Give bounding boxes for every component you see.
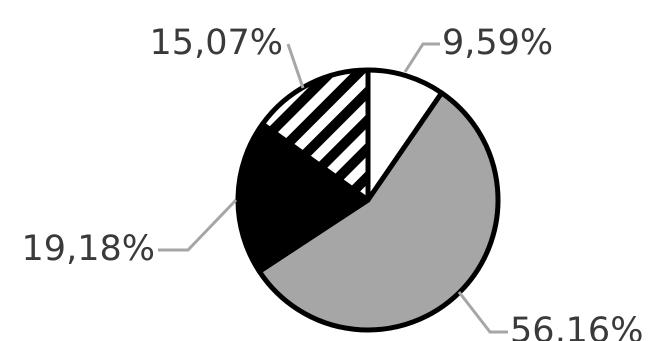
leader-line — [158, 198, 238, 252]
slice-label: 56,16% — [510, 311, 643, 341]
pie-slice — [259, 67, 371, 203]
leader-line — [403, 42, 440, 73]
leader-lines — [158, 42, 508, 334]
slice-label: 19,18% — [22, 229, 155, 269]
pie-slice — [235, 121, 371, 274]
slice-labels: 9,59% 56,16% 19,18% 15,07% — [22, 23, 644, 341]
pie-slices — [235, 67, 501, 333]
slice-label: 9,59% — [442, 23, 553, 63]
leader-line — [286, 43, 305, 89]
slice-label: 15,07% — [150, 23, 283, 63]
leader-line — [457, 291, 508, 334]
